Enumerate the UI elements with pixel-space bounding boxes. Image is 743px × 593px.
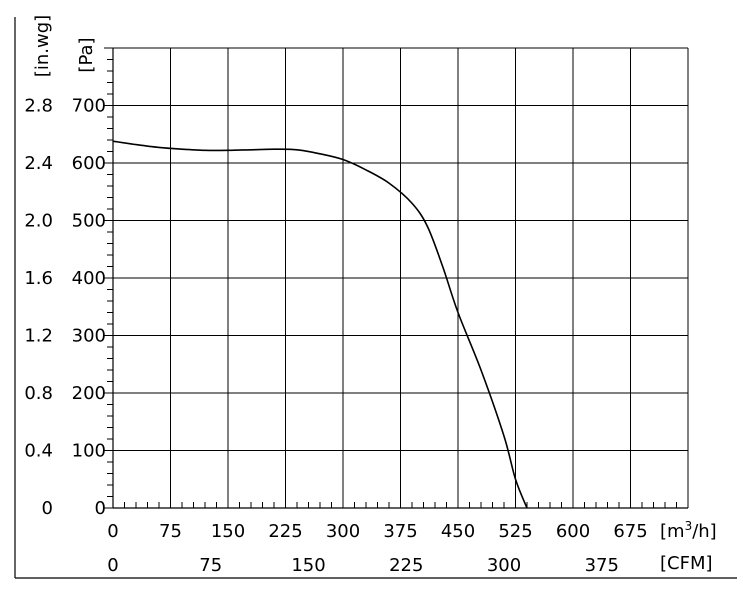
axes (14, 17, 737, 579)
labels: 0 75 150 225 300 375 450 525 600 675 [m3/h]0 75 150 2… (24, 15, 716, 576)
y2-tick-label: 2.8 (24, 96, 53, 117)
x-axis-label: [m3/h] (660, 519, 717, 542)
y-tick-label: 600 (72, 153, 106, 174)
x2-tick-label: 300 (487, 555, 521, 576)
y2-tick-label: 1.2 (24, 326, 53, 347)
x-axis-label-sup: 3 (685, 519, 693, 533)
x-tick-label: 600 (556, 521, 590, 542)
y2-tick-label: 2.4 (24, 153, 53, 174)
y-tick-label: 700 (72, 96, 106, 117)
x-tick-label: 375 (383, 521, 417, 542)
x2-tick-label: 225 (389, 555, 423, 576)
x-tick-label: 300 (326, 521, 360, 542)
x-tick-label: 450 (441, 521, 475, 542)
x2-axis-label: [CFM] (660, 553, 713, 574)
y2-tick-label: 2.0 (24, 211, 53, 232)
y2-tick-label: 1.6 (24, 268, 53, 289)
y2-tick-label: 0 (42, 498, 53, 519)
ticks (104, 47, 689, 509)
x-axis-label-base: [m (660, 521, 685, 542)
x-tick-label: 0 (107, 521, 118, 542)
y2-axis-label: [in.wg] (32, 15, 53, 77)
y-tick-label: 100 (72, 441, 106, 462)
y-axis-label: [Pa] (76, 37, 97, 72)
y2-tick-label: 0.8 (24, 383, 53, 404)
y-tick-label: 200 (72, 383, 106, 404)
x-tick-label: 525 (498, 521, 532, 542)
x-tick-label: 675 (613, 521, 647, 542)
x2-tick-label: 150 (291, 555, 325, 576)
series-line (112, 140, 528, 509)
y-tick-label: 500 (72, 211, 106, 232)
grid (113, 47, 689, 508)
x-axis-label-tail: /h] (692, 521, 717, 542)
x2-tick-label: 0 (107, 555, 118, 576)
x-tick-label: 150 (211, 521, 245, 542)
x-tick-label: 225 (268, 521, 302, 542)
y-tick-label: 400 (72, 268, 106, 289)
y-tick-label: 300 (72, 326, 106, 347)
y-tick-label: 0 (95, 498, 106, 519)
x2-tick-label: 75 (199, 555, 222, 576)
x-tick-label: 75 (159, 521, 182, 542)
y2-tick-label: 0.4 (24, 441, 53, 462)
x2-tick-label: 375 (585, 555, 619, 576)
